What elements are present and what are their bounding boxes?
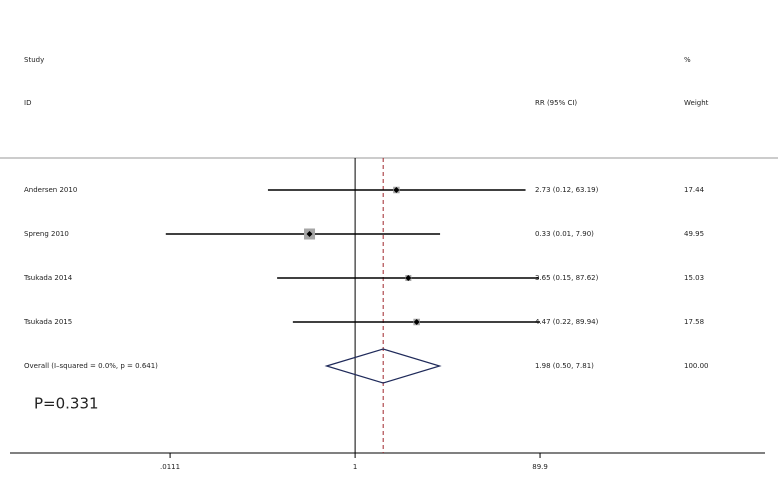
study-label: Spreng 2010	[24, 230, 69, 238]
ci-label: 3.65 (0.15, 87.62)	[535, 274, 599, 282]
x-tick-label: 1	[353, 463, 357, 471]
header-pct: %	[684, 56, 691, 64]
point-estimate	[393, 187, 400, 193]
annotation: P=0.331	[34, 395, 99, 413]
study-label: Tsukada 2015	[23, 318, 72, 326]
x-tick-label: 89.9	[532, 463, 548, 471]
weight-label: 100.00	[684, 362, 709, 370]
ci-label: 0.33 (0.01, 7.90)	[535, 230, 594, 238]
header-study: Study	[24, 56, 44, 64]
weight-label: 49.95	[684, 230, 704, 238]
header-ci: RR (95% CI)	[535, 99, 577, 107]
weight-label: 15.03	[684, 274, 704, 282]
point-estimate	[405, 275, 412, 281]
study-label: Tsukada 2014	[23, 274, 73, 282]
point-estimate	[413, 319, 420, 325]
study-label: Andersen 2010	[24, 186, 77, 194]
header-weight: Weight	[684, 99, 709, 107]
weight-label: 17.58	[684, 318, 704, 326]
weight-label: 17.44	[684, 186, 705, 194]
point-estimate	[306, 231, 313, 237]
ci-label: 1.98 (0.50, 7.81)	[535, 362, 594, 370]
x-tick-label: .0111	[160, 463, 180, 471]
ci-label: 2.73 (0.12, 63.19)	[535, 186, 599, 194]
overall-diamond	[324, 348, 442, 384]
study-label: Overall (I–squared = 0.0%, p = 0.641)	[24, 362, 158, 370]
ci-label: 4.47 (0.22, 89.94)	[535, 318, 599, 326]
header-id: ID	[24, 99, 31, 107]
